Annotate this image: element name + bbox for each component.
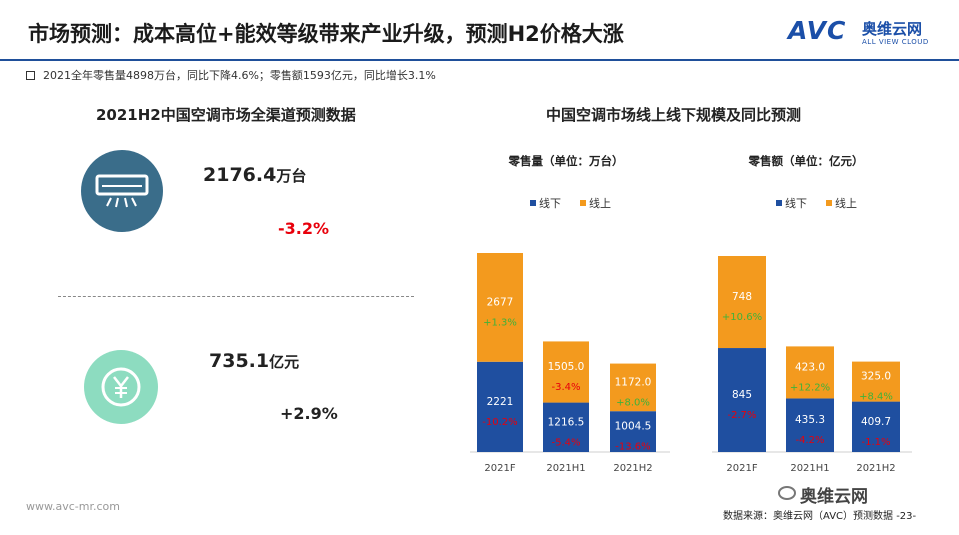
website-url: www.avc-mr.com <box>26 500 120 513</box>
chart2-bar-offline <box>786 398 834 452</box>
chart2-online-yoy-label: +10.6% <box>722 312 762 323</box>
right-panel-title: 中国空调市场线上线下规模及同比预测 <box>546 106 802 124</box>
chart1-legend-label: 线下 <box>539 196 561 210</box>
summary-line: 2021全年零售量4898万台，同比下降4.6%；零售额1593亿元，同比增长3… <box>26 67 436 83</box>
wechat-icon <box>778 486 796 500</box>
volume-change: -3.2% <box>278 219 330 238</box>
chart2-category-label: 2021F <box>726 463 757 474</box>
chart2-offline-yoy-label: -1.1% <box>861 437 890 448</box>
chart2-bar-online <box>718 256 766 349</box>
chart1-online-yoy-label: +8.0% <box>616 397 650 408</box>
chart2-category-label: 2021H1 <box>790 463 829 474</box>
header-divider <box>0 59 959 61</box>
left-panel-title: 2021H2中国空调市场全渠道预测数据 <box>96 106 356 124</box>
wechat-account: 奥维云网 <box>800 487 868 507</box>
summary-text: 2021全年零售量4898万台，同比下降4.6%；零售额1593亿元，同比增长3… <box>43 69 436 82</box>
chart2-legend-swatch <box>826 200 832 206</box>
chart2-legend-swatch <box>776 200 782 206</box>
chart1-offline-yoy-label: -10.2% <box>482 417 517 428</box>
chart2-offline-value-label: 845 <box>732 389 752 401</box>
chart1-bar-online <box>543 341 589 403</box>
chart1-offline-yoy-label: -13.6% <box>615 442 650 453</box>
chart2-title: 零售额（单位：亿元） <box>748 154 864 168</box>
avc-logo: AVC 奥维云网 ALL VIEW CLOUD <box>788 16 938 56</box>
chart1-bar-offline <box>477 361 523 452</box>
chart2-bar-online <box>852 361 900 402</box>
chart2-offline-value-label: 435.3 <box>795 414 825 426</box>
chart1-category-label: 2021F <box>484 463 515 474</box>
air-conditioner-icon <box>81 150 163 232</box>
chart2-offline-yoy-label: -2.7% <box>727 410 756 421</box>
chart2-bar-online <box>786 346 834 399</box>
chart2-legend-label: 线下 <box>785 196 807 210</box>
chart2-online-value-label: 325.0 <box>861 371 891 383</box>
chart2-online-value-label: 748 <box>732 291 752 303</box>
slide-title: 市场预测：成本高位+能效等级带来产业升级，预测H2价格大涨 <box>28 22 624 46</box>
chart2-online-yoy-label: +8.4% <box>859 392 893 403</box>
chart1-offline-value-label: 1216.5 <box>548 416 585 428</box>
chart2-online-value-label: 423.0 <box>795 361 825 373</box>
logo-chinese-name: 奥维云网 <box>862 20 923 38</box>
chart2-bar-offline <box>718 348 766 452</box>
volume-value: 2176.4 <box>203 164 277 186</box>
chart1-offline-yoy-label: -5.4% <box>551 437 580 448</box>
chart2-bar-offline <box>852 401 900 452</box>
chart1-offline-value-label: 2221 <box>487 396 514 408</box>
chart1-online-value-label: 2677 <box>487 296 514 308</box>
chart2-online-yoy-label: +12.2% <box>790 382 830 393</box>
chart1-online-yoy-label: -3.4% <box>551 382 580 393</box>
chart1-online-value-label: 1505.0 <box>548 361 585 373</box>
revenue-unit: 亿元 <box>269 353 300 371</box>
volume-stat: 2176.4万台 <box>203 164 306 186</box>
chart1-bar-online <box>610 363 656 412</box>
chart1-title: 零售量（单位：万台） <box>508 154 624 168</box>
chart2-category-label: 2021H2 <box>856 463 895 474</box>
logo-english-name: ALL VIEW CLOUD <box>862 38 929 46</box>
chart1-legend-label: 线上 <box>589 196 611 210</box>
dashed-divider <box>58 296 414 297</box>
data-source: 数据来源：奥维云网（AVC）预测数据 -23- <box>723 511 917 522</box>
yen-icon <box>84 350 158 424</box>
chart2-legend-label: 线上 <box>835 196 857 210</box>
revenue-change: +2.9% <box>280 404 338 423</box>
chart2-offline-yoy-label: -4.2% <box>795 435 824 446</box>
chart1-category-label: 2021H2 <box>613 463 652 474</box>
chart2-offline-value-label: 409.7 <box>861 416 891 428</box>
volume-unit: 万台 <box>276 167 307 185</box>
chart1-online-yoy-label: +1.3% <box>483 317 517 328</box>
slide-header: 市场预测：成本高位+能效等级带来产业升级，预测H2价格大涨 AVC 奥维云网 A… <box>0 0 959 62</box>
chart1-online-value-label: 1172.0 <box>615 376 652 388</box>
revenue-stat: 735.1亿元 <box>209 350 299 372</box>
chart1-bar-offline <box>610 411 656 452</box>
chart1-offline-value-label: 1004.5 <box>615 421 652 433</box>
bullet-square-icon <box>26 70 35 80</box>
chart1-bar-offline <box>543 402 589 452</box>
revenue-value: 735.1 <box>209 350 270 372</box>
chart1-bar-online <box>477 253 523 362</box>
logo-mark: AVC <box>788 16 847 45</box>
chart1-category-label: 2021H1 <box>546 463 585 474</box>
chart1-legend-swatch <box>530 200 536 206</box>
chart1-legend-swatch <box>580 200 586 206</box>
